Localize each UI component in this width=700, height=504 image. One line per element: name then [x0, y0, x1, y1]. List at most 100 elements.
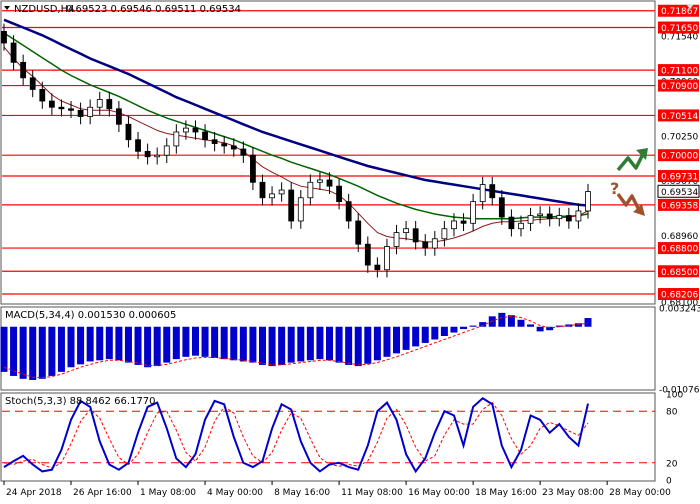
ohlc-values: 0.69523 0.69546 0.69511 0.69534	[66, 4, 241, 15]
macd-tick-label: -0.010763	[659, 386, 700, 396]
macd-bar	[507, 315, 515, 327]
candle	[20, 54, 27, 86]
macd-bar	[421, 326, 429, 343]
ma-mid-line	[3, 32, 589, 220]
macd-bar	[115, 326, 123, 361]
candle	[527, 207, 534, 232]
candle	[451, 213, 457, 237]
time-tick-label: 26 Apr 16:00	[73, 488, 132, 498]
macd-header: MACD(5,34,4) 0.001530 0.000605	[5, 310, 176, 321]
stoch-tick-label: 100	[666, 391, 683, 401]
candle	[144, 143, 151, 165]
current-price-label: 0.69534	[657, 184, 700, 198]
candle	[326, 172, 333, 194]
candle	[336, 178, 342, 210]
stoch-header: Stoch(5,3,3) 88.8462 66.1770	[5, 396, 156, 407]
svg-text:0.69358: 0.69358	[661, 201, 698, 211]
macd-bar	[469, 325, 477, 327]
candle	[240, 141, 247, 163]
candle	[441, 220, 448, 247]
chevron-down-icon[interactable]	[4, 6, 10, 10]
svg-text:0.71100: 0.71100	[661, 67, 698, 77]
corner-indicator-icon	[686, 4, 694, 9]
macd-bar	[268, 326, 276, 367]
candle	[154, 147, 161, 165]
candle	[565, 207, 572, 229]
price-tick-label: 0.68100	[661, 299, 698, 309]
time-tick-label: 16 May 00:00	[408, 488, 470, 498]
level-price-label: 0.69731	[658, 170, 699, 183]
candle	[431, 231, 438, 256]
macd-bar	[373, 326, 381, 361]
candle	[393, 224, 400, 255]
macd-bar	[297, 326, 305, 362]
candle	[355, 213, 362, 252]
level-price-label: 0.71867	[658, 4, 699, 17]
candle	[48, 93, 55, 115]
macd-bar	[383, 326, 391, 357]
price-tick-label: 0.71540	[661, 33, 698, 43]
stoch-panel[interactable]	[0, 392, 656, 482]
ma-fast-line	[3, 46, 589, 243]
symbol-label: NZDUSD,H4	[14, 4, 74, 15]
level-price-label: 0.68206	[658, 288, 699, 301]
candle	[403, 220, 409, 241]
macd-bar	[536, 326, 544, 332]
macd-bar	[316, 326, 324, 360]
macd-bar	[345, 326, 353, 365]
candle	[518, 215, 524, 237]
stochastic-lines	[2, 397, 655, 474]
zigzag-up-arrow-icon	[616, 148, 648, 172]
macd-bar	[326, 326, 334, 361]
candle	[173, 124, 180, 154]
candle	[556, 207, 563, 227]
candle	[77, 102, 84, 125]
macd-bar	[172, 326, 180, 360]
candle	[498, 190, 505, 225]
macd-bar	[546, 326, 554, 331]
level-price-label: 0.71100	[658, 64, 699, 77]
macd-bar	[306, 326, 314, 361]
candle	[106, 91, 113, 117]
macd-bar	[354, 326, 362, 367]
stoch-tick-label: 80	[666, 408, 678, 418]
candle	[460, 213, 467, 232]
macd-bar	[517, 319, 525, 327]
time-tick-label: 24 Apr 2018	[6, 488, 62, 498]
candle	[29, 70, 36, 98]
time-axis: 24 Apr 2018 26 Apr 16:00 1 May 08:00 4 May …	[3, 481, 671, 498]
macd-tick-label: 0.003243	[659, 304, 700, 314]
candle	[192, 120, 199, 140]
svg-text:0.68500: 0.68500	[661, 268, 698, 278]
candle	[39, 81, 46, 109]
candle	[96, 91, 103, 115]
macd-bar	[38, 326, 46, 379]
macd-bar	[10, 326, 18, 376]
level-price-label: 0.70900	[658, 79, 699, 92]
macd-bar	[258, 326, 266, 365]
macd-bar	[211, 326, 219, 358]
question-mark: ?	[610, 179, 619, 198]
macd-bar	[134, 326, 142, 365]
macd-bar	[287, 326, 295, 363]
macd-bar	[431, 326, 439, 340]
time-tick-label: 11 May 08:00	[341, 488, 403, 498]
candle	[163, 138, 170, 163]
candle	[230, 138, 237, 157]
time-tick-label: 8 May 16:00	[274, 488, 330, 498]
level-price-label: 0.71650	[658, 21, 699, 34]
candle	[87, 99, 94, 125]
candle	[115, 101, 122, 132]
macd-bar	[67, 326, 75, 368]
candle	[364, 236, 371, 273]
macd-bar	[191, 326, 199, 356]
zigzag-down-arrow-icon	[616, 192, 645, 216]
svg-text:0.70000: 0.70000	[661, 152, 698, 162]
time-tick-label: 28 May 00:00	[609, 488, 671, 498]
macd-bar	[460, 326, 468, 330]
candle	[422, 234, 429, 256]
candle	[412, 220, 419, 250]
symbol-menu[interactable]	[4, 6, 10, 10]
